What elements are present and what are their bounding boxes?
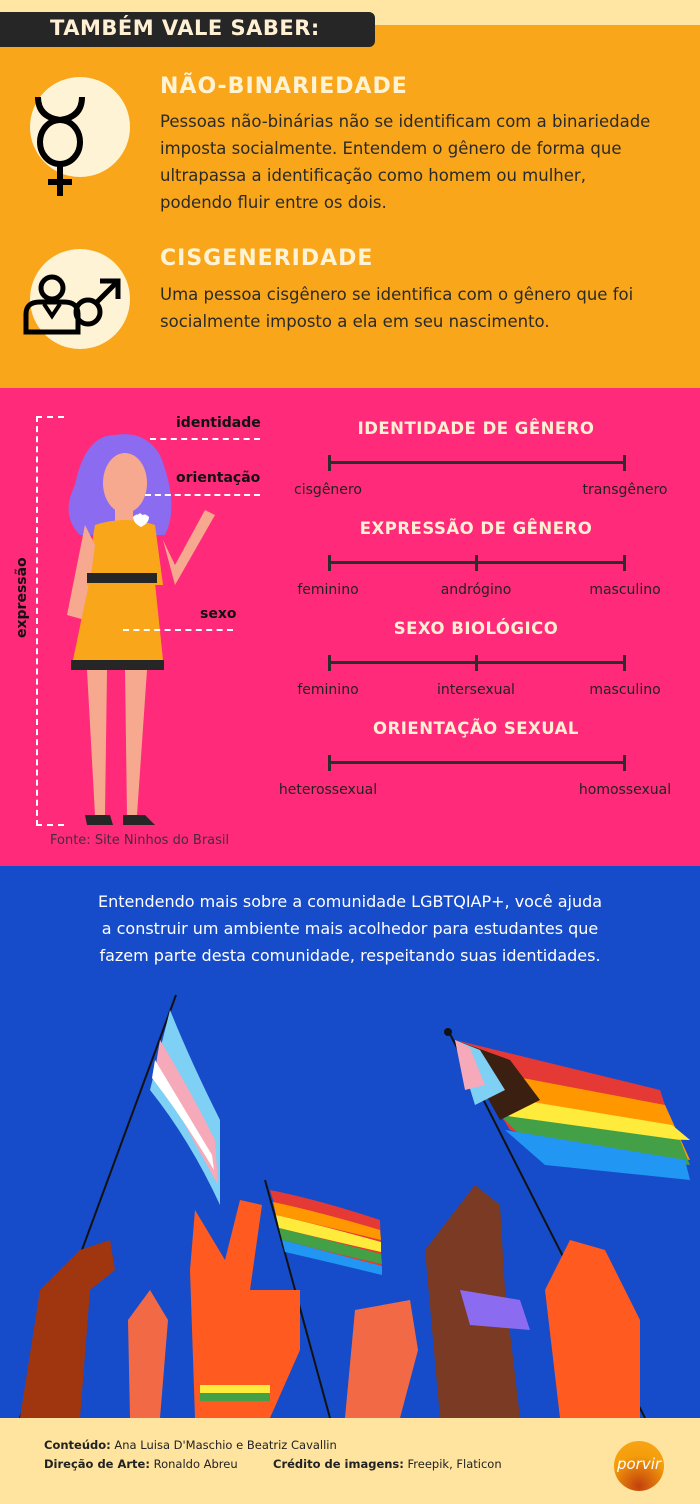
woman-illustration — [67, 434, 215, 825]
credit-value: Freepik, Flaticon — [403, 1457, 502, 1471]
sex-label: sexo — [200, 606, 237, 622]
text-line: podendo fluir entre os dois. — [160, 193, 387, 212]
progress-flag — [444, 1028, 690, 1418]
porvir-logo: porvir — [614, 1441, 664, 1491]
spectrum-label: feminino — [297, 582, 359, 598]
text-line: Entendendo mais sobre a comunidade LGBTQ… — [97, 892, 603, 911]
content-credit: Conteúdo: Ana Luisa D'Maschio e Beatriz … — [44, 1438, 337, 1452]
spectrum-label: masculino — [589, 582, 661, 598]
raised-hands — [20, 1185, 640, 1418]
definition-text: Uma pessoa cisgênero se identifica com o… — [160, 281, 680, 335]
expression-label: expressão — [14, 557, 30, 638]
pride-flags-illustration — [19, 994, 690, 1418]
section-title: TAMBÉM VALE SABER: — [0, 12, 375, 47]
spectrum-line — [328, 755, 626, 771]
spectrum-line — [328, 455, 626, 471]
spectrum-title: ORIENTAÇÃO SEXUAL — [373, 719, 579, 738]
orientation-pointer — [145, 494, 260, 496]
identity-label: identidade — [176, 415, 261, 431]
spectrum-label: andrógino — [440, 582, 512, 598]
spectrum-label: feminino — [297, 682, 359, 698]
spectrum-label: intersexual — [437, 682, 515, 698]
rainbow-flag — [264, 1179, 382, 1418]
spectrum-label: transgênero — [582, 482, 668, 498]
text-line: imposta socialmente. Entendem o gênero d… — [160, 139, 622, 158]
credit-value: Ronaldo Abreu — [149, 1457, 238, 1471]
cisgender-person-icon — [23, 274, 121, 335]
spectrum-title: IDENTIDADE DE GÊNERO — [357, 419, 595, 438]
spectrum-label: heterossexual — [278, 782, 378, 798]
sex-pointer — [123, 629, 233, 631]
credit-label: Conteúdo: — [44, 1438, 111, 1452]
spectrum-line — [328, 555, 626, 571]
text-line: Pessoas não-binárias não se identificam … — [160, 112, 651, 131]
source-note: Fonte: Site Ninhos do Brasil — [50, 833, 230, 848]
text-line: Uma pessoa cisgênero se identifica com o… — [160, 285, 634, 304]
credit-label: Crédito de imagens: — [273, 1457, 404, 1471]
spectrum-label: homossexual — [578, 782, 672, 798]
text-line: fazem parte desta comunidade, respeitand… — [99, 946, 601, 965]
text-line: socialmente imposto a ela em seu nascime… — [160, 312, 550, 331]
credit-label: Direção de Arte: — [44, 1457, 150, 1471]
text-line: a construir um ambiente mais acolhedor p… — [101, 919, 599, 938]
orientation-label: orientação — [176, 470, 261, 486]
spectrum-label: masculino — [589, 682, 661, 698]
art-credit: Direção de Arte: Ronaldo Abreu — [44, 1457, 238, 1471]
definition-title: NÃO-BINARIEDADE — [160, 74, 408, 99]
credit-value: Ana Luisa D'Maschio e Beatriz Cavallin — [110, 1438, 337, 1452]
spectrum-title: SEXO BIOLÓGICO — [393, 619, 559, 638]
image-credit: Crédito de imagens: Freepik, Flaticon — [273, 1457, 502, 1471]
credits-footer — [0, 1418, 700, 1504]
closing-text: Entendendo mais sobre a comunidade LGBTQ… — [60, 888, 640, 969]
expression-bracket — [36, 416, 64, 826]
spectrum-line — [328, 655, 626, 671]
definition-title: CISGENERIDADE — [160, 246, 374, 271]
non-binary-symbol-icon — [35, 96, 85, 196]
spectrum-label: cisgênero — [294, 482, 362, 498]
identity-pointer — [150, 438, 260, 440]
text-line: ultrapassa a identificação como homem ou… — [160, 166, 586, 185]
definition-text: Pessoas não-binárias não se identificam … — [160, 108, 680, 216]
spectrum-title: EXPRESSÃO DE GÊNERO — [359, 519, 593, 538]
trans-flag — [19, 994, 220, 1418]
